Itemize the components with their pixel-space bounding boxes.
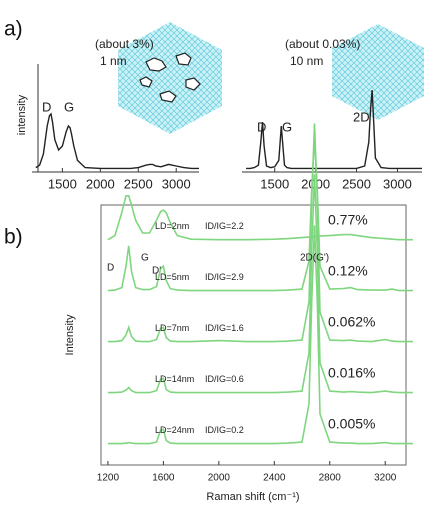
row-ratio: ID/IG=0.2 (205, 425, 244, 435)
row-ld: LD=7nm (155, 323, 189, 333)
y-label: Intensity (64, 314, 76, 355)
annotation: 2D (353, 109, 370, 124)
x-tick-label: 2400 (263, 473, 286, 484)
row-ld: LD=14nm (155, 374, 194, 384)
annotation: D (42, 99, 51, 114)
row-ratio: ID/IG=2.2 (205, 221, 244, 231)
x-tick-label: 2800 (319, 473, 342, 484)
size-label: 10 nm (290, 54, 323, 68)
annotation: (about 3%) (95, 37, 154, 51)
size-label: 1 nm (100, 54, 127, 68)
panel-label: a) (4, 18, 23, 41)
annotation: G (141, 253, 149, 264)
spectrum (107, 123, 413, 343)
row-percent: 0.016% (328, 364, 375, 380)
annotation: D (107, 263, 114, 274)
row-ld: LD=5nm (155, 272, 189, 282)
row-ld: LD=24nm (155, 425, 194, 435)
pristine-lattice (332, 24, 424, 120)
row-ratio: ID/IG=0.6 (205, 374, 244, 384)
annotation: G (282, 119, 292, 134)
x-tick-label: 1200 (97, 473, 120, 484)
x-tick-label: 3200 (374, 473, 397, 484)
spectrum (107, 174, 413, 394)
annotation: G (64, 99, 74, 114)
annotation: (about 0.03%) (285, 37, 360, 51)
annotation: D' (152, 266, 161, 277)
row-ld: LD=2nm (155, 221, 189, 231)
x-tick-label: 3000 (162, 176, 191, 191)
x-tick-label: 2500 (124, 176, 153, 191)
x-tick-label: 1500 (260, 176, 289, 191)
row-percent: 0.77% (328, 211, 368, 227)
spectrum (107, 195, 413, 241)
x-tick-label: 2500 (342, 176, 371, 191)
row-ratio: ID/IG=1.6 (205, 323, 244, 333)
x-label: Raman shift (cm⁻¹) (206, 491, 299, 503)
spectrum (35, 112, 199, 170)
row-percent: 0.062% (328, 313, 375, 329)
annotation: D (257, 119, 266, 134)
defected-lattice (118, 22, 222, 134)
x-tick-label: 1500 (48, 176, 77, 191)
spectrum (107, 138, 413, 292)
row-ratio: ID/IG=2.9 (205, 272, 244, 282)
spectrum (246, 89, 422, 170)
x-tick-label: 2000 (86, 176, 115, 191)
defects (139, 52, 201, 103)
annotation: 2D(G') (300, 253, 329, 264)
row-percent: 0.005% (328, 415, 375, 431)
y-label: intensity (16, 94, 28, 135)
x-tick-label: 3000 (383, 176, 412, 191)
x-tick-label: 2000 (208, 473, 231, 484)
frame-b (100, 204, 407, 466)
spectrum (107, 225, 413, 445)
panel-label: b) (4, 226, 23, 249)
row-percent: 0.12% (328, 262, 368, 278)
x-tick-label: 1600 (152, 473, 175, 484)
